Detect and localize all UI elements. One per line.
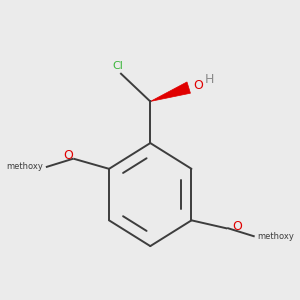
Text: H: H <box>205 73 214 86</box>
Text: methoxy: methoxy <box>6 162 43 171</box>
Polygon shape <box>150 82 190 101</box>
Text: O: O <box>232 220 242 233</box>
Text: O: O <box>63 149 73 162</box>
Text: O: O <box>193 79 203 92</box>
Text: methoxy: methoxy <box>257 232 294 241</box>
Text: Cl: Cl <box>113 61 124 71</box>
